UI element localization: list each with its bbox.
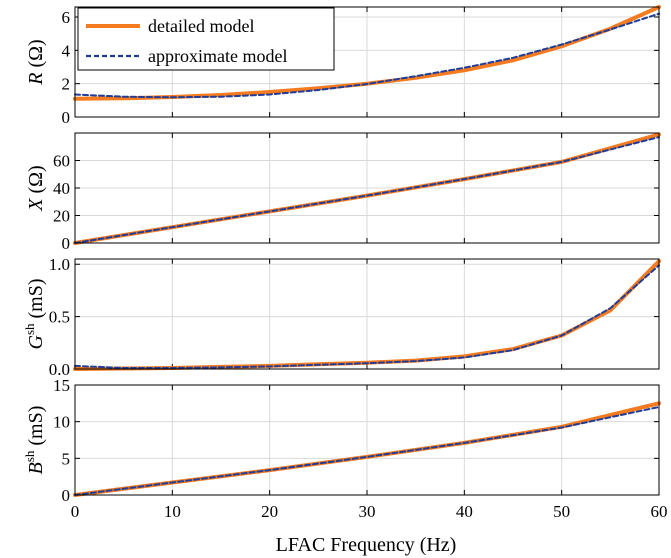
series-line-approximate bbox=[74, 136, 660, 244]
y-axis-label-superscript: sh bbox=[22, 450, 37, 462]
y-axis-label: X (Ω) bbox=[25, 165, 47, 211]
y-axis-label-superscript: sh bbox=[22, 323, 37, 335]
y-tick-label: 40 bbox=[53, 179, 70, 198]
y-axis-label-unit: (Ω) bbox=[25, 39, 47, 72]
y-axis-label-unit: (mS) bbox=[25, 406, 47, 451]
y-axis-label-symbol: X bbox=[25, 198, 47, 212]
y-tick-label: 60 bbox=[53, 152, 70, 171]
y-tick-label: 10 bbox=[53, 413, 70, 432]
y-axis-label-unit: (Ω) bbox=[25, 165, 47, 198]
axes-frame bbox=[74, 132, 660, 244]
x-tick-label: 0 bbox=[71, 502, 80, 521]
legend-box bbox=[77, 7, 335, 71]
y-tick-label: 15 bbox=[53, 376, 70, 395]
y-tick-label: 0.5 bbox=[49, 308, 70, 327]
y-axis-label-unit: (mS) bbox=[25, 278, 47, 323]
axes-frame bbox=[74, 6, 660, 118]
legend-label-approximate: approximate model bbox=[148, 46, 287, 66]
y-tick-label: 2 bbox=[62, 75, 71, 94]
axes-frame bbox=[74, 384, 660, 496]
y-axis-label-symbol: R bbox=[25, 72, 47, 85]
y-tick-label: 0 bbox=[62, 108, 71, 127]
legend-label-detailed: detailed model bbox=[148, 16, 254, 36]
x-tick-label: 50 bbox=[553, 502, 570, 521]
y-tick-label: 20 bbox=[53, 207, 70, 226]
y-axis-label-symbol: B bbox=[25, 462, 47, 474]
x-tick-label: 30 bbox=[359, 502, 376, 521]
series-line-approximate bbox=[74, 406, 660, 496]
y-tick-label: 1.0 bbox=[49, 255, 70, 274]
x-tick-label: 20 bbox=[261, 502, 278, 521]
axes-frame bbox=[74, 258, 660, 370]
y-axis-label: R (Ω) bbox=[25, 39, 47, 85]
series-line-approximate bbox=[74, 264, 660, 369]
series-line-approximate bbox=[74, 12, 660, 99]
y-tick-label: 6 bbox=[62, 8, 71, 27]
panel-X: 0 20 40 60 X (Ω) bbox=[25, 132, 661, 253]
x-tick-label: 40 bbox=[456, 502, 473, 521]
y-axis-label: Bsh (mS) bbox=[22, 406, 47, 475]
legend: detailed model approximate model bbox=[77, 7, 335, 71]
y-tick-label: 5 bbox=[62, 449, 71, 468]
x-tick-label: 60 bbox=[651, 502, 668, 521]
y-axis-label-symbol: G bbox=[25, 335, 47, 350]
y-axis-label: Gsh (mS) bbox=[22, 278, 47, 349]
panel-Bsh: 0 5 10 15 Bsh (mS) 0 10 20 30 40 50 60 bbox=[22, 376, 668, 521]
x-axis-label: LFAC Frequency (Hz) bbox=[276, 534, 457, 556]
y-tick-label: 4 bbox=[62, 41, 71, 60]
y-tick-label: 0 bbox=[62, 234, 71, 253]
y-tick-label: 0 bbox=[62, 486, 71, 505]
x-tick-label: 10 bbox=[164, 502, 181, 521]
y-tick-label: 0.0 bbox=[49, 360, 70, 379]
